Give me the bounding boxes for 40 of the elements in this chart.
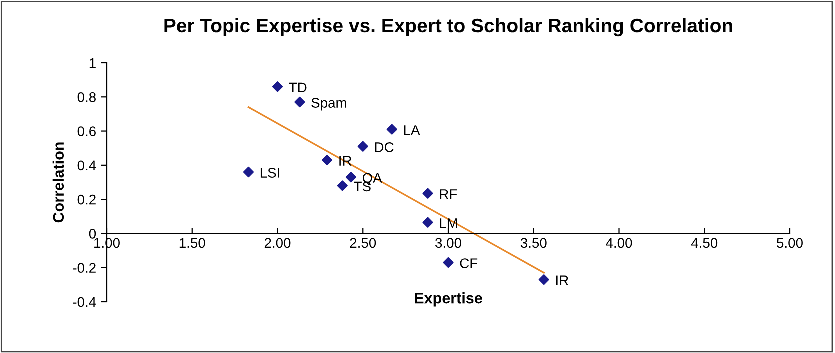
chart-title: Per Topic Expertise vs. Expert to Scholar Ranking Correlation [164, 18, 732, 37]
annotation: Spam [312, 98, 346, 111]
annotation: LM [440, 218, 458, 228]
y-tick-label: 0.6 [78, 126, 96, 136]
point [538, 274, 550, 286]
y-tick-label: -0.4 [73, 297, 96, 308]
x-tick-label: 1.50 [180, 238, 206, 248]
y-tick-label: 1 [90, 58, 96, 68]
point [272, 82, 284, 92]
annotation: TD [289, 82, 307, 92]
x-tick-label: 2.50 [350, 238, 376, 248]
y-axis-title: Correlation [52, 142, 64, 223]
x-tick-label: 4.00 [606, 238, 632, 248]
y-tick-label: 0.2 [78, 194, 96, 205]
annotation: RF [440, 190, 458, 200]
annotation: LSI [260, 168, 280, 178]
y-tick-label: 0.4 [78, 160, 96, 171]
point [358, 141, 368, 152]
annotation: CF [460, 258, 478, 268]
x-axis-title: Expertise [415, 292, 482, 307]
x-tick-label: 3.00 [436, 238, 462, 248]
x-tick-label: 3.50 [520, 238, 547, 248]
y-tick-label: 0 [89, 229, 96, 239]
annotation: IR [556, 276, 568, 286]
point [243, 166, 254, 178]
y-tick-label: -0.2 [73, 263, 96, 274]
x-tick-label: 2.00 [264, 238, 291, 248]
annotation: LA [404, 126, 420, 136]
point [294, 96, 306, 108]
point [337, 180, 348, 192]
point [443, 257, 454, 268]
point [386, 124, 398, 135]
point [346, 172, 356, 183]
point [422, 217, 434, 228]
x-tick-label: 4.50 [691, 238, 718, 248]
point [322, 155, 333, 166]
annotation: DC [375, 142, 394, 152]
point [422, 188, 434, 199]
y-tick-label: 0.8 [78, 92, 96, 102]
x-tick-label: 5.00 [777, 238, 803, 248]
